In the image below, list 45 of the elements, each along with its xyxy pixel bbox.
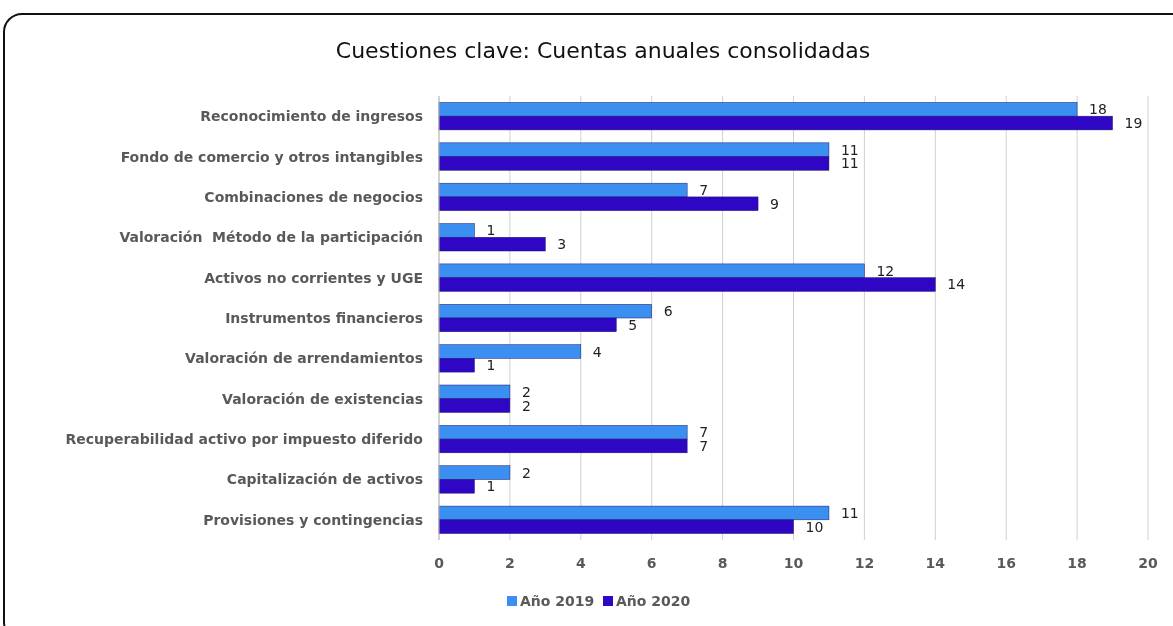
y-tick-label: Valoración de arrendamientos <box>185 350 423 367</box>
data-label: 5 <box>628 316 638 333</box>
data-label: 12 <box>876 262 895 279</box>
x-tick-label: 10 <box>783 555 804 571</box>
x-tick-label: 18 <box>1067 555 1087 571</box>
y-tick-label: Reconocimiento de ingresos <box>200 108 423 125</box>
x-tick-label: 8 <box>717 555 728 571</box>
y-tick-label: Recuperabilidad activo por impuesto diferido <box>65 431 424 448</box>
y-tick-label: Fondo de comercio y otros intangibles <box>120 148 423 165</box>
data-label: 11 <box>840 141 859 158</box>
x-tick-label: 6 <box>646 555 657 571</box>
y-tick-label: Valoración de existencias <box>222 390 423 407</box>
data-label: 1 <box>486 357 496 374</box>
data-label: 11 <box>840 504 859 521</box>
data-label: 4 <box>592 343 602 360</box>
data-label: 19 <box>1124 115 1143 132</box>
legend-label: Año 2019 <box>520 593 595 609</box>
x-tick-label: 12 <box>854 555 875 571</box>
data-label: 2 <box>521 383 531 400</box>
data-label: 1 <box>486 222 496 239</box>
x-tick-label: 0 <box>434 555 445 571</box>
data-label: 2 <box>521 397 531 414</box>
data-label: 14 <box>947 276 966 293</box>
y-tick-label: Activos no corrientes y UGE <box>204 269 423 286</box>
y-tick-label: Provisiones y contingencias <box>203 511 423 528</box>
y-tick-label: Valoración Método de la participación <box>119 229 423 246</box>
data-label: 2 <box>521 464 531 481</box>
data-label: 18 <box>1089 101 1107 118</box>
y-tick-label: Instrumentos financieros <box>225 310 423 326</box>
data-label: 7 <box>699 182 709 199</box>
chart-title: Cuestiones clave: Cuentas anuales consolidadas <box>335 38 871 63</box>
legend-label: Año 2020 <box>616 593 691 609</box>
x-tick-label: 20 <box>1138 555 1158 571</box>
data-label: 11 <box>840 155 859 172</box>
x-tick-label: 14 <box>925 555 946 571</box>
x-tick-label: 4 <box>575 555 586 571</box>
x-tick-label: 2 <box>505 555 515 571</box>
data-label: 9 <box>770 195 779 212</box>
data-label: 10 <box>805 518 824 535</box>
data-label: 6 <box>663 303 673 320</box>
y-tick-label: Capitalización de activos <box>226 471 423 488</box>
y-tick-label: Combinaciones de negocios <box>204 188 423 205</box>
x-tick-label: 16 <box>996 555 1016 571</box>
data-label: 1 <box>486 478 496 495</box>
data-label: 3 <box>557 236 567 253</box>
